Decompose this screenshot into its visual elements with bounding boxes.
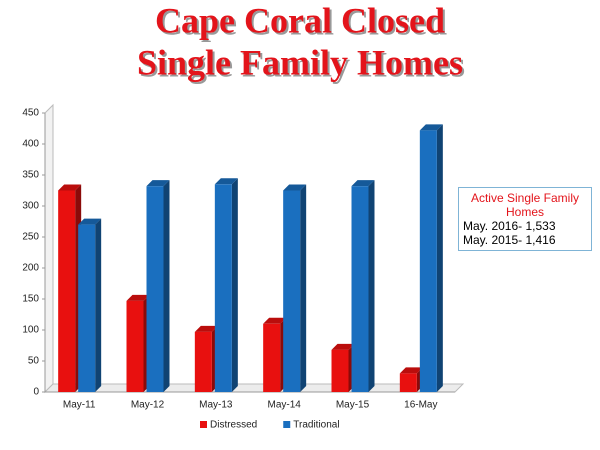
x-tick-label: May-13 [199,400,233,411]
legend-swatch [200,421,207,428]
bar-face [263,317,287,324]
annotation-line: May. 2016- 1,533 [463,219,556,233]
y-tick-label: 150 [22,294,39,305]
bar [126,294,150,392]
legend-swatch [283,421,291,428]
bar-face [263,323,281,392]
bar [263,317,287,392]
y-tick-label: 50 [28,356,40,367]
bar-face [399,373,417,392]
y-tick-label: 350 [22,170,39,181]
bar-face [331,349,349,392]
bar-face [146,180,170,187]
bar [283,184,307,392]
bar-face [194,325,218,332]
bar-face [419,124,443,131]
y-tick-label: 300 [22,201,39,212]
x-tick-label: May-15 [336,400,370,411]
bar-face [399,367,423,374]
chart-title-shadow: Single Family Homes [139,44,465,84]
bar-face [214,184,232,392]
annotation-title: Active Single Family Homes [470,191,580,219]
chart-title: Cape Coral Closed [155,0,445,40]
bar [214,178,238,392]
bar-face [283,190,301,392]
y-tick-label: 400 [22,139,39,150]
x-tick-label: May-12 [131,400,165,411]
legend-label: Traditional [293,420,339,431]
y-tick-label: 250 [22,232,39,243]
chart-title-shadow: Cape Coral Closed [157,2,447,42]
annotation-box: Active Single Family Homes May. 2016- 1,… [458,187,592,251]
bar [78,218,102,392]
y-tick-label: 100 [22,325,39,336]
bar-face [78,218,102,225]
bar-face [283,184,307,191]
y-tick-label: 450 [22,108,39,119]
bar-face [194,331,212,392]
y-tick-label: 0 [33,387,39,398]
x-tick-label: May-11 [63,400,96,411]
bar-face [214,178,238,185]
bar-face [368,180,375,392]
annotation-line: May. 2015- 1,416 [463,233,556,247]
bar-face [331,343,355,350]
bar-face [58,184,82,191]
bar [58,184,82,392]
x-tick-label: 16-May [404,400,437,411]
bar-face [146,186,164,392]
bar-face [351,186,369,392]
bar-face [58,190,76,392]
bar-face [78,224,96,392]
bar-face [351,180,375,187]
legend-label: Distressed [210,420,257,431]
bar [194,325,218,392]
bar [351,180,375,392]
bar-face [126,294,150,301]
bar-face [300,184,307,392]
bar-face [126,300,144,392]
bar-face [436,124,443,393]
bar [399,367,423,392]
bar-face [419,130,437,393]
side-wall [44,103,54,394]
bar [146,180,170,392]
bar [331,343,355,392]
chart-title: Single Family Homes [137,42,463,82]
bar [419,124,443,393]
bar-face [163,180,170,392]
bar-face [231,178,238,392]
bar-face [95,218,102,392]
x-tick-label: May-14 [267,400,301,411]
y-tick-label: 200 [22,263,39,274]
